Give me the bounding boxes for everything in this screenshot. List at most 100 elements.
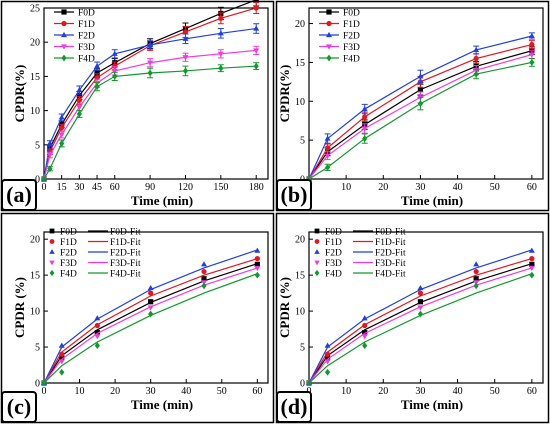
legend-marker bbox=[326, 54, 332, 62]
data-point-F0D bbox=[148, 299, 154, 305]
x-tick-label: 60 bbox=[110, 182, 120, 193]
data-point-F2D bbox=[147, 284, 154, 291]
y-tick-label: 20 bbox=[295, 235, 305, 246]
data-point-F4D bbox=[59, 368, 65, 376]
data-point-F2D bbox=[111, 50, 118, 56]
data-point-F2D bbox=[182, 35, 189, 41]
data-point-F0D bbox=[324, 355, 331, 361]
y-tick-label: 10 bbox=[30, 106, 40, 117]
y-tick-label: 20 bbox=[30, 38, 40, 49]
panel-label-text: (d) bbox=[281, 394, 308, 419]
legend-marker bbox=[314, 249, 320, 254]
data-point-F2D bbox=[94, 315, 101, 321]
panel-label-text: (b) bbox=[281, 182, 308, 207]
y-tick-label: 15 bbox=[295, 58, 305, 69]
legend-fit-label: F1D-Fit bbox=[375, 238, 406, 248]
data-point-F4D bbox=[306, 175, 312, 183]
data-point-F4D bbox=[47, 165, 53, 173]
panel-label-box bbox=[1, 179, 37, 211]
legend-fit-label: F2D-Fit bbox=[375, 249, 406, 259]
legend-label: F1D bbox=[325, 238, 342, 248]
data-point-F1D bbox=[362, 322, 368, 329]
y-axis-label: CPDR(%) bbox=[277, 65, 292, 123]
x-tick-label: 150 bbox=[213, 182, 228, 193]
x-tick-label: 40 bbox=[453, 386, 463, 397]
legend-marker bbox=[326, 31, 332, 38]
data-point-F2D bbox=[201, 261, 207, 267]
legend-label: F2D bbox=[60, 249, 77, 259]
x-tick-label: 50 bbox=[490, 386, 500, 397]
y-tick-label: 20 bbox=[30, 235, 40, 246]
data-point-F3D bbox=[254, 265, 261, 272]
data-point-F2D bbox=[361, 315, 368, 321]
x-tick-label: 60 bbox=[252, 386, 262, 397]
y-tick-label: 15 bbox=[295, 271, 305, 282]
legend-marker bbox=[49, 269, 55, 277]
data-point-F3D bbox=[76, 105, 83, 111]
legend-marker bbox=[61, 54, 67, 62]
panel-frame bbox=[275, 0, 550, 212]
x-tick-label: 30 bbox=[146, 386, 156, 397]
data-point-F1D bbox=[473, 55, 479, 62]
data-point-F3D bbox=[147, 60, 154, 66]
x-tick-label: 15 bbox=[57, 182, 67, 193]
data-point-F4D bbox=[147, 69, 153, 77]
x-tick-label: 60 bbox=[527, 182, 537, 193]
legend-label: F1D bbox=[78, 20, 95, 30]
y-tick-label: 25 bbox=[30, 4, 40, 15]
panel-frame bbox=[0, 0, 275, 212]
legend-label: F0D bbox=[343, 9, 360, 19]
data-point-F4D bbox=[218, 64, 224, 72]
legend-label: F4D bbox=[78, 55, 95, 65]
y-tick-label: 5 bbox=[300, 343, 305, 354]
legend-marker bbox=[326, 44, 332, 50]
x-tick-label: 90 bbox=[145, 182, 155, 193]
legend-label: F2D bbox=[325, 249, 342, 259]
data-point-F2D bbox=[417, 284, 424, 291]
legend-marker bbox=[49, 228, 55, 234]
fit-line-F1D bbox=[308, 258, 533, 384]
panel-label-box bbox=[276, 179, 312, 211]
data-point-F3D bbox=[217, 51, 224, 57]
plot-area-frame bbox=[43, 7, 269, 180]
legend-marker bbox=[314, 260, 320, 266]
x-axis-label: Time (min) bbox=[401, 193, 463, 208]
x-tick-label: 0 bbox=[42, 182, 47, 193]
legend-label: F1D bbox=[60, 238, 77, 248]
data-point-F2D bbox=[473, 261, 480, 267]
data-point-F1D bbox=[94, 322, 100, 329]
x-axis-label: Time (min) bbox=[131, 193, 193, 208]
y-tick-label: 15 bbox=[30, 271, 40, 282]
y-tick-label: 5 bbox=[300, 136, 305, 147]
legend-marker bbox=[49, 249, 55, 254]
data-point-F0D bbox=[254, 261, 260, 267]
data-point-F0D bbox=[59, 355, 65, 361]
data-point-F3D bbox=[528, 265, 535, 272]
series-line-F3D bbox=[308, 54, 533, 180]
data-point-F1D bbox=[253, 5, 259, 11]
data-point-F4D bbox=[76, 110, 82, 118]
data-point-F4D bbox=[148, 310, 154, 318]
data-point-F2D bbox=[324, 135, 331, 141]
panel-frame bbox=[275, 212, 550, 424]
data-point-F1D bbox=[76, 97, 82, 103]
data-point-F0D bbox=[94, 330, 100, 336]
data-point-F1D bbox=[529, 256, 535, 262]
data-point-F4D bbox=[182, 67, 189, 75]
data-point-F3D bbox=[182, 55, 189, 61]
series-line-F1D bbox=[43, 7, 257, 180]
x-tick-label: 0 bbox=[42, 386, 47, 397]
x-tick-label: 30 bbox=[415, 182, 425, 193]
data-point-F4D bbox=[362, 135, 368, 142]
x-tick-label: 180 bbox=[249, 182, 264, 193]
data-point-F4D bbox=[59, 140, 65, 147]
data-point-F1D bbox=[182, 29, 189, 35]
data-point-F1D bbox=[473, 268, 479, 275]
data-point-F2D bbox=[217, 30, 224, 36]
data-point-F2D bbox=[417, 73, 424, 79]
legend-marker bbox=[61, 31, 67, 38]
data-point-F1D bbox=[112, 63, 118, 69]
x-tick-label: 60 bbox=[527, 386, 537, 397]
